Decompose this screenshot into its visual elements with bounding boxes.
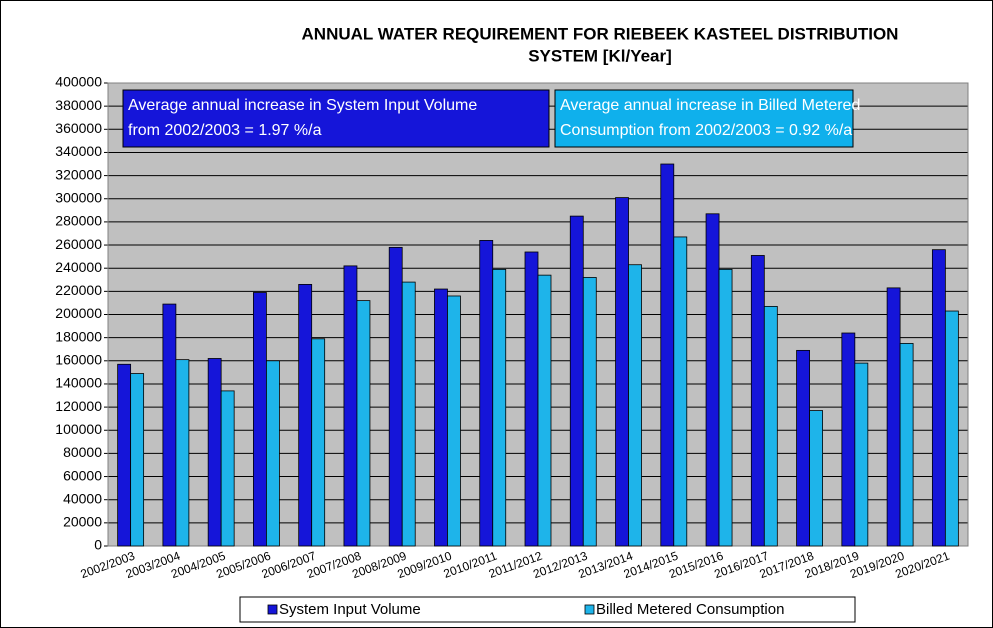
bar [266,360,280,547]
bar [479,240,494,547]
bar [944,310,959,547]
bar [673,236,688,547]
legend-label: System Input Volume [279,601,421,618]
bar [175,359,190,547]
y-tick-label: 20000 [63,514,102,530]
bar [809,410,823,547]
chart-title: SYSTEM [Kl/Year] [528,46,672,65]
bar [628,264,642,547]
annotation-text: Average annual increase in System Input … [128,97,477,114]
y-tick-label: 180000 [55,328,102,344]
bar [841,332,856,547]
bar [705,213,720,547]
bar [524,251,539,547]
legend-label: Billed Metered Consumption [596,601,784,618]
chart-title: ANNUAL WATER REQUIREMENT FOR RIEBEEK KAS… [302,24,899,43]
y-tick-label: 140000 [55,375,102,391]
bar [356,300,371,547]
y-tick-label: 40000 [63,490,102,506]
bar [117,363,132,547]
bar [796,349,810,547]
bar [343,265,358,547]
y-tick-label: 320000 [55,166,102,182]
bar [434,288,448,547]
bar [388,246,403,547]
y-tick-label: 340000 [55,143,102,159]
bar [162,303,177,547]
bar [130,373,145,547]
bar [298,284,313,547]
bar [718,268,733,547]
bar [931,249,946,547]
y-tick-label: 400000 [55,74,102,90]
bar [537,274,552,547]
y-tick-label: 100000 [55,421,102,437]
annotation-text: Average annual increase in Billed Metere… [560,97,860,114]
annotation-box [554,89,854,148]
bar [615,197,629,547]
y-tick-label: 0 [94,537,102,553]
legend-box [239,596,856,623]
bar [447,295,461,547]
bar [854,362,869,547]
legend-swatch [584,604,595,615]
bar [660,163,675,547]
bar [763,305,778,547]
bar [750,255,765,547]
annotation-text: from 2002/2003 = 1.97 %/a [128,122,322,139]
y-tick-label: 280000 [55,213,102,229]
bar [220,390,235,547]
y-tick-label: 160000 [55,352,102,368]
y-tick-label: 120000 [55,398,102,414]
y-tick-label: 300000 [55,189,102,205]
y-tick-label: 240000 [55,259,102,275]
y-tick-label: 60000 [63,467,102,483]
y-tick-label: 80000 [63,444,102,460]
annotation-text: Consumption from 2002/2003 = 0.92 %/a [560,122,852,139]
y-tick-label: 200000 [55,305,102,321]
y-tick-label: 220000 [55,282,102,298]
bar [311,338,326,547]
legend-swatch [267,604,278,615]
bar [569,215,584,547]
bar [492,268,507,547]
bar [899,343,914,547]
bar [582,277,597,547]
y-tick-label: 380000 [55,97,102,113]
annotation-box [122,89,550,148]
bar [207,358,222,547]
bar [253,292,267,547]
y-tick-label: 360000 [55,120,102,136]
bar [886,287,901,547]
bar [401,281,416,547]
y-tick-label: 260000 [55,236,102,252]
